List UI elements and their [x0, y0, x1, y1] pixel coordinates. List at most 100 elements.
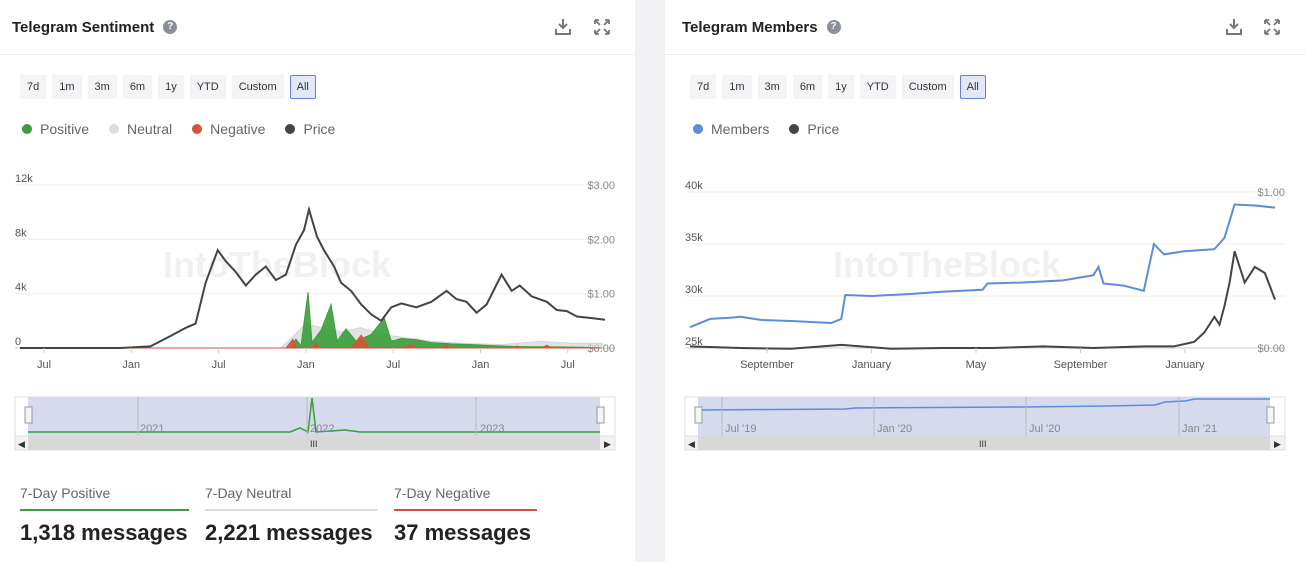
- navigator-label: Jan '20: [877, 423, 912, 435]
- legend-dot-icon: [693, 124, 703, 134]
- help-icon[interactable]: ?: [163, 20, 178, 34]
- y-axis-left: 0 4k 8k 12k: [15, 173, 33, 348]
- panel-header: Telegram Sentiment ?: [0, 0, 635, 55]
- legend-item-neutral[interactable]: Neutral: [109, 121, 172, 137]
- stat-block: 7-Day Positive 1,318 messages: [20, 485, 189, 546]
- y-tick-label: 35k: [685, 232, 703, 244]
- stat-value: 2,221 messages: [205, 520, 373, 545]
- range-button-custom[interactable]: Custom: [901, 75, 954, 99]
- scroll-right-icon[interactable]: ▶: [604, 439, 611, 449]
- legend-item-negative[interactable]: Negative: [192, 121, 265, 137]
- legend-dot-icon: [789, 124, 800, 134]
- y-tick-label: 25k: [685, 336, 703, 348]
- range-button-3m[interactable]: 3m: [87, 75, 117, 99]
- scroll-left-icon[interactable]: ◀: [18, 439, 25, 449]
- range-button-ytd[interactable]: YTD: [189, 75, 226, 99]
- series-negative: [20, 334, 602, 349]
- legend-label: Negative: [210, 121, 266, 137]
- range-button-1m[interactable]: 1m: [52, 75, 82, 99]
- range-button-1m[interactable]: 1m: [722, 75, 752, 99]
- navigator-label: 2023: [480, 423, 504, 435]
- navigator-window[interactable]: [698, 397, 1270, 436]
- navigator-series: [697, 398, 1270, 411]
- expand-icon[interactable]: [592, 17, 612, 37]
- range-button-6m[interactable]: 6m: [122, 75, 153, 99]
- range-button-1y[interactable]: 1y: [828, 75, 854, 99]
- legend-label: Neutral: [127, 121, 173, 137]
- x-axis: Jul Jan Jul Jan Jul Jan Jul: [37, 348, 575, 371]
- y-tick-label: 30k: [685, 284, 703, 296]
- range-button-ytd[interactable]: YTD: [859, 75, 896, 99]
- stat-value: 37 messages: [394, 520, 531, 545]
- legend-label: Price: [807, 121, 840, 137]
- time-range-selector: 7d 1m 3m 6m 1y YTD Custom All: [20, 75, 316, 99]
- legend-item-members[interactable]: Members: [693, 121, 769, 137]
- series-layer: [689, 203, 1276, 350]
- series-layer: [20, 205, 606, 349]
- range-button-3m[interactable]: 3m: [757, 75, 787, 99]
- chart-legend: Members Price: [693, 121, 859, 137]
- scrollbar-thumb[interactable]: [28, 436, 600, 450]
- range-button-7d[interactable]: 7d: [690, 75, 717, 99]
- scroll-right-icon[interactable]: ▶: [1274, 439, 1281, 449]
- help-icon[interactable]: ?: [826, 20, 841, 34]
- y-tick-label: 12k: [15, 173, 33, 185]
- legend-label: Positive: [40, 121, 90, 137]
- range-button-6m[interactable]: 6m: [792, 75, 823, 99]
- panel-title: Telegram Sentiment: [12, 18, 155, 36]
- x-tick-label: September: [740, 359, 794, 371]
- navigator-label: 2021: [140, 423, 164, 435]
- range-navigator[interactable]: 2021 2022 2023 ◀ ▶ III: [14, 396, 616, 451]
- legend-dot-icon: [285, 124, 296, 134]
- navigator-right-handle[interactable]: [596, 406, 605, 424]
- legend-item-price[interactable]: Price: [285, 121, 335, 137]
- navigator-left-handle[interactable]: [24, 406, 33, 424]
- stat-label: 7-Day Negative: [394, 485, 537, 511]
- legend-item-positive[interactable]: Positive: [22, 121, 89, 137]
- range-button-all[interactable]: All: [959, 75, 986, 99]
- x-tick-label: May: [966, 359, 987, 371]
- range-navigator[interactable]: Jul '19 Jan '20 Jul '20 Jan '21 ◀ ▶ III: [684, 396, 1286, 451]
- panel-header: Telegram Members ?: [665, 0, 1306, 55]
- x-tick-label: Jan: [297, 359, 315, 371]
- scroll-left-icon[interactable]: ◀: [688, 439, 695, 449]
- navigator-label: Jan '21: [1182, 423, 1217, 435]
- x-tick-label: Jul: [37, 359, 51, 371]
- legend-dot-icon: [22, 124, 32, 134]
- expand-icon[interactable]: [1262, 17, 1282, 37]
- legend-label: Members: [711, 121, 770, 137]
- series-price: [20, 205, 606, 349]
- y-axis-right: $0.00$1.00$2.00$3.00: [587, 180, 615, 355]
- scroll-grip-icon[interactable]: III: [979, 439, 987, 449]
- stat-value: 1,318 messages: [20, 520, 188, 545]
- download-icon[interactable]: [553, 17, 573, 37]
- range-button-custom[interactable]: Custom: [231, 75, 284, 99]
- time-range-selector: 7d 1m 3m 6m 1y YTD Custom All: [690, 75, 986, 99]
- range-button-all[interactable]: All: [289, 75, 316, 99]
- y-tick-label: 40k: [685, 180, 703, 192]
- stat-label: 7-Day Positive: [20, 485, 189, 511]
- scrollbar-thumb[interactable]: [698, 436, 1270, 450]
- members-chart: IntoTheBlock 25k 30k 35k 40k $0.00 $1.00 Sep…: [684, 180, 1286, 451]
- x-tick-label: September: [1054, 359, 1108, 371]
- stat-label: 7-Day Neutral: [205, 485, 378, 511]
- navigator-label: Jul '19: [725, 423, 756, 435]
- y-right-tick-label: $0.00: [1257, 343, 1285, 355]
- telegram-sentiment-panel: Telegram Sentiment ? 7d 1m 3m 6m 1y YTD Custom…: [0, 0, 635, 562]
- range-button-7d[interactable]: 7d: [20, 75, 47, 99]
- panel-title: Telegram Members: [682, 18, 818, 36]
- y-tick-label: 8k: [15, 227, 27, 239]
- series-positive: [20, 292, 603, 349]
- y-right-tick-label: $2.00: [587, 234, 615, 246]
- x-tick-label: Jan: [122, 359, 140, 371]
- series-price: [689, 250, 1276, 350]
- legend-item-price[interactable]: Price: [789, 121, 839, 137]
- range-button-1y[interactable]: 1y: [158, 75, 184, 99]
- scroll-grip-icon[interactable]: III: [310, 439, 318, 449]
- y-tick-label: 0: [15, 336, 21, 348]
- download-icon[interactable]: [1224, 17, 1244, 37]
- navigator-right-handle[interactable]: [1266, 406, 1275, 424]
- y-right-tick-label: $3.00: [587, 180, 615, 192]
- navigator-left-handle[interactable]: [694, 406, 703, 424]
